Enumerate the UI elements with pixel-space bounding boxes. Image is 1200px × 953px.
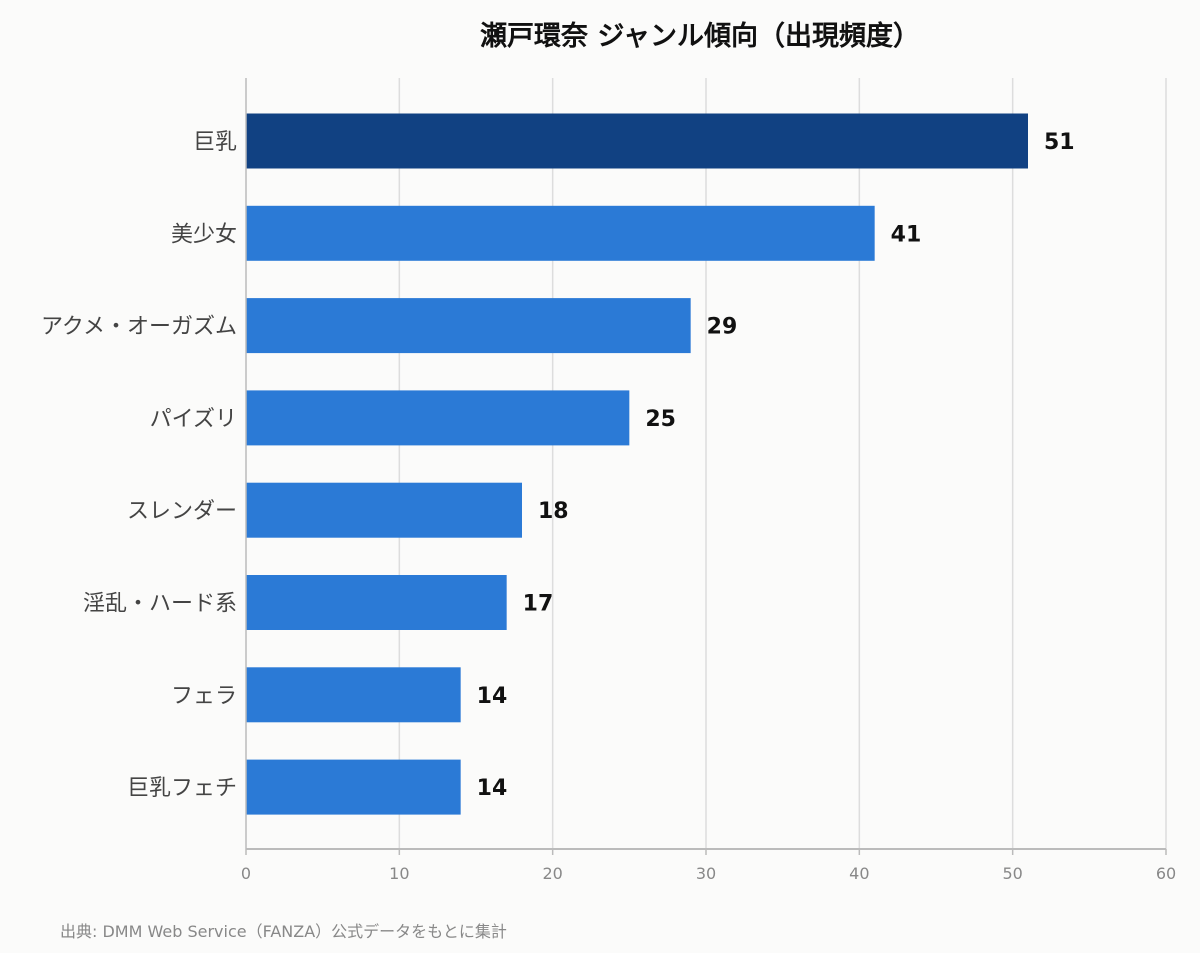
bar bbox=[246, 575, 507, 630]
x-tick-label: 10 bbox=[389, 864, 409, 883]
category-label: 淫乱・ハード系 bbox=[83, 592, 237, 617]
bar bbox=[246, 667, 461, 723]
data-label: 51 bbox=[1044, 130, 1075, 155]
x-tick-label: 60 bbox=[1156, 864, 1176, 883]
data-label: 14 bbox=[477, 776, 508, 801]
x-tick-label: 40 bbox=[849, 864, 869, 883]
bar bbox=[246, 482, 522, 538]
bar bbox=[246, 298, 691, 354]
data-label: 25 bbox=[645, 407, 676, 432]
data-label: 41 bbox=[891, 222, 922, 247]
category-label: 美少女 bbox=[171, 222, 237, 247]
data-label: 29 bbox=[707, 315, 738, 340]
bar bbox=[246, 759, 461, 815]
chart-title: 瀬戸環奈 ジャンル傾向（出現頻度） bbox=[480, 20, 920, 52]
bar bbox=[246, 205, 875, 261]
data-label: 17 bbox=[523, 592, 554, 617]
source-note: 出典: DMM Web Service（FANZA）公式データをもとに集計 bbox=[60, 922, 507, 941]
category-label: パイズリ bbox=[150, 407, 237, 432]
category-label: スレンダー bbox=[127, 499, 237, 524]
category-label: 巨乳フェチ bbox=[127, 776, 237, 801]
category-label: 巨乳 bbox=[193, 130, 237, 155]
category-label: フェラ bbox=[171, 684, 237, 709]
category-label: アクメ・オーガズム bbox=[41, 315, 237, 340]
value-labels: 51 41 29 25 18 17 14 14 bbox=[477, 130, 1075, 801]
grid-lines bbox=[398, 78, 1167, 849]
bar bbox=[246, 390, 630, 446]
x-tick-label: 20 bbox=[542, 864, 562, 883]
x-tick-label: 0 bbox=[241, 864, 251, 883]
bar bbox=[246, 113, 1028, 169]
x-tick-label: 30 bbox=[696, 864, 716, 883]
x-tick-label: 50 bbox=[1002, 864, 1022, 883]
data-label: 18 bbox=[538, 499, 569, 524]
bars bbox=[246, 113, 1028, 815]
x-axis: 0 10 20 30 40 50 60 bbox=[241, 78, 1176, 883]
data-label: 14 bbox=[477, 684, 508, 709]
